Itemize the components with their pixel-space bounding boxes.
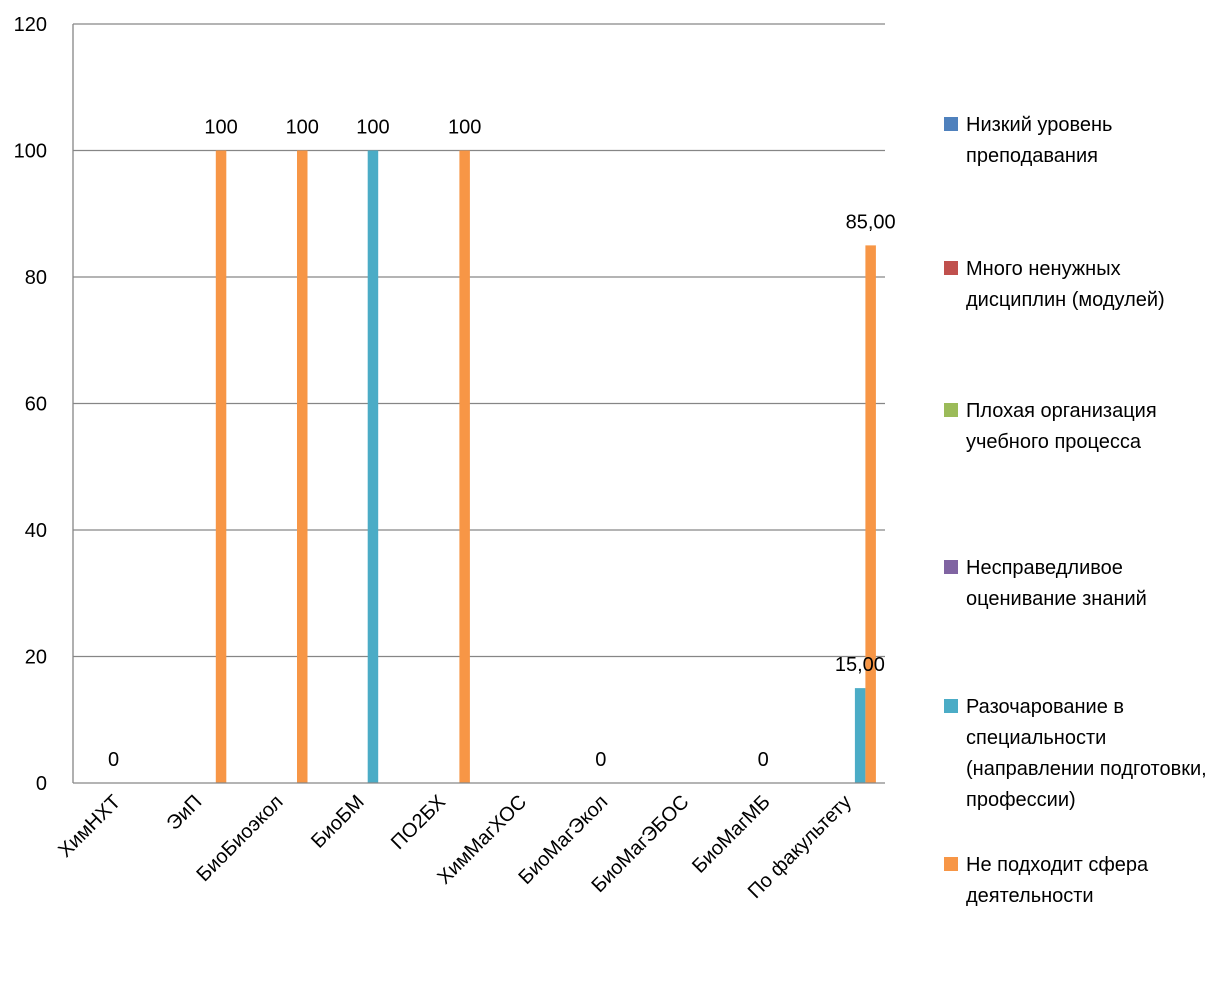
y-tick-label: 40 — [25, 520, 47, 542]
x-tick-label: ХимНХТ — [54, 791, 125, 862]
legend-label: Плохая организация учебного процесса — [966, 400, 1157, 453]
data-label: 0 — [758, 749, 769, 771]
x-tick-label: БиоБиоэкол — [193, 791, 288, 886]
bar — [297, 150, 308, 783]
legend-label: Низкий уровень преподавания — [966, 114, 1113, 167]
y-tick-label: 80 — [25, 267, 47, 289]
bar — [459, 150, 470, 783]
legend-label: Не подходит сфера деятельности — [966, 854, 1149, 907]
legend-label: Много ненужных дисциплин (модулей) — [966, 258, 1165, 311]
data-label: 0 — [595, 749, 606, 771]
y-tick-label: 20 — [25, 647, 47, 669]
x-tick-label: БиоБМ — [307, 791, 369, 853]
x-tick-label: ПО2БХ — [387, 791, 450, 854]
x-tick-label: БиоМагМБ — [688, 791, 775, 878]
y-tick-label: 120 — [14, 14, 47, 36]
data-label: 100 — [356, 117, 389, 139]
bar — [854, 688, 866, 783]
legend-swatch — [944, 699, 958, 713]
data-label: 100 — [286, 117, 319, 139]
bars — [215, 150, 876, 783]
data-label: 0 — [108, 749, 119, 771]
data-label: 85,00 — [846, 211, 896, 233]
legend-swatch — [944, 403, 958, 417]
y-tick-label: 100 — [14, 141, 47, 163]
data-label: 100 — [204, 117, 237, 139]
legend-label: Несправедливое оценивание знаний — [966, 557, 1147, 610]
legend-swatch — [944, 261, 958, 275]
y-tick-label: 60 — [25, 394, 47, 416]
data-label: 15,00 — [835, 654, 885, 676]
legend-swatch — [944, 560, 958, 574]
x-tick-label: ЭиП — [163, 791, 207, 835]
data-labels: 0 100 100 100 100 0 0 15,00 85,00 — [108, 117, 896, 772]
legend-swatch — [944, 117, 958, 131]
y-tick-label: 0 — [36, 773, 47, 795]
axes — [72, 24, 885, 784]
gridlines — [73, 23, 885, 658]
legend-label: Разочарование в специальности (направлен… — [966, 696, 1207, 811]
bar — [865, 245, 876, 783]
legend: Низкий уровень преподавания Много ненужны… — [944, 0, 1218, 989]
bar — [367, 150, 379, 783]
bar — [215, 150, 227, 783]
legend-swatch — [944, 857, 958, 871]
data-label: 100 — [448, 117, 481, 139]
y-axis-ticks: 0 20 40 60 80 100 120 — [14, 14, 47, 795]
